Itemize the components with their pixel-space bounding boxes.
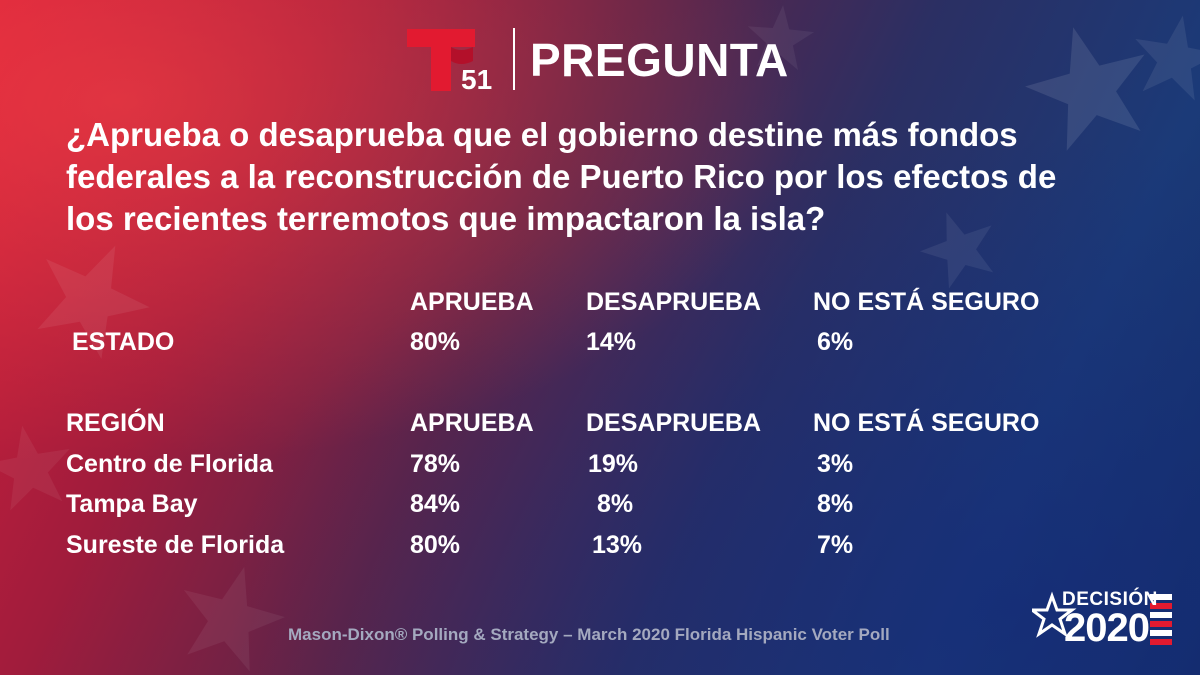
estado-approve-value: 80% (410, 328, 461, 356)
decision-year: 2020 (1064, 606, 1150, 650)
region-col-approve-header: APRUEBA (410, 409, 534, 437)
sureste-approve-value: 80% (410, 531, 461, 559)
logo-number: 51 (461, 64, 492, 93)
state-col-disapprove-header: DESAPRUEBA (586, 288, 762, 316)
header-divider (513, 28, 515, 90)
state-col-approve-header: APRUEBA (410, 288, 534, 316)
tampa-approve-value: 84% (410, 490, 461, 518)
centro-disapprove-value: 19% (588, 450, 639, 478)
sureste-disapprove-value: 13% (592, 531, 643, 559)
estado-disapprove-value: 14% (586, 328, 637, 356)
poll-source-credit: Mason-Dixon® Polling & Strategy – March … (288, 625, 890, 644)
row-label-tampa-bay: Tampa Bay (66, 490, 198, 518)
sureste-unsure-value: 7% (817, 531, 854, 559)
region-header-label: REGIÓN (66, 409, 165, 437)
region-col-disapprove-header: DESAPRUEBA (586, 409, 762, 437)
centro-approve-value: 78% (410, 450, 461, 478)
estado-unsure-value: 6% (817, 328, 854, 356)
tampa-disapprove-value: 8% (597, 490, 634, 518)
poll-question: ¿Aprueba o desaprueba que el gobierno de… (66, 116, 1057, 237)
decision-2020-logo (1032, 591, 1172, 645)
page-title: PREGUNTA (530, 34, 789, 86)
row-label-estado: ESTADO (72, 328, 175, 356)
row-label-centro-de-florida: Centro de Florida (66, 450, 273, 478)
row-label-sureste-de-florida: Sureste de Florida (66, 531, 285, 559)
centro-unsure-value: 3% (817, 450, 854, 478)
state-col-unsure-header: NO ESTÁ SEGURO (813, 288, 1040, 316)
decision-word: DECISIÓN (1062, 589, 1158, 610)
region-col-unsure-header: NO ESTÁ SEGURO (813, 409, 1040, 437)
tampa-unsure-value: 8% (817, 490, 854, 518)
telemundo-51-logo: 51 (407, 29, 492, 93)
